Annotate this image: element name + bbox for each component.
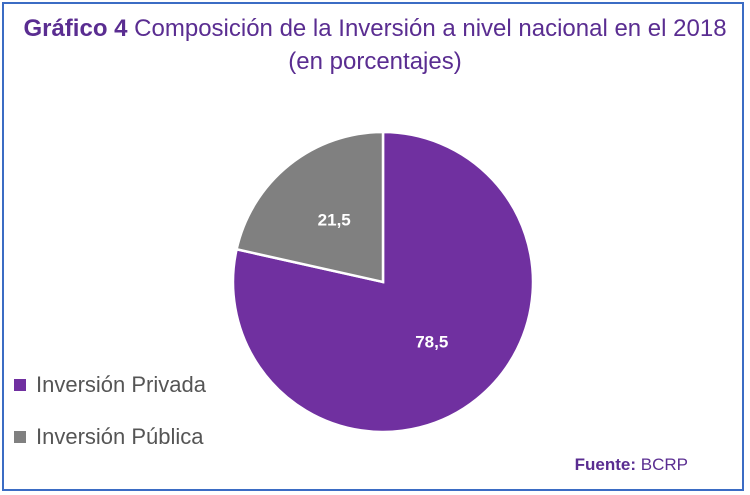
legend-label-publica: Inversión Pública [36, 424, 204, 449]
slice-label-privada: 78,5 [415, 332, 448, 351]
legend-item-publica: Inversión Pública [14, 422, 206, 452]
pie-slice-publica [235, 130, 385, 284]
chart-title: Gráfico 4 Composición de la Inversión a … [0, 12, 750, 78]
title-subtitle: (en porcentajes) [288, 48, 462, 75]
chart-frame [2, 2, 744, 491]
legend-item-privada: Inversión Privada [14, 370, 206, 400]
legend-swatch-publica [14, 431, 26, 443]
legend-label-privada: Inversión Privada [36, 372, 206, 397]
legend-swatch-privada [14, 379, 26, 391]
source-note: Fuente: BCRP [575, 455, 688, 475]
legend: Inversión Privada Inversión Pública [14, 370, 206, 474]
source-value: BCRP [640, 455, 688, 474]
title-lead: Gráfico 4 [23, 15, 128, 42]
source-label: Fuente: [574, 455, 637, 474]
slice-label-publica: 21,5 [318, 211, 351, 230]
title-main: Composición de la Inversión a nivel naci… [134, 15, 727, 42]
